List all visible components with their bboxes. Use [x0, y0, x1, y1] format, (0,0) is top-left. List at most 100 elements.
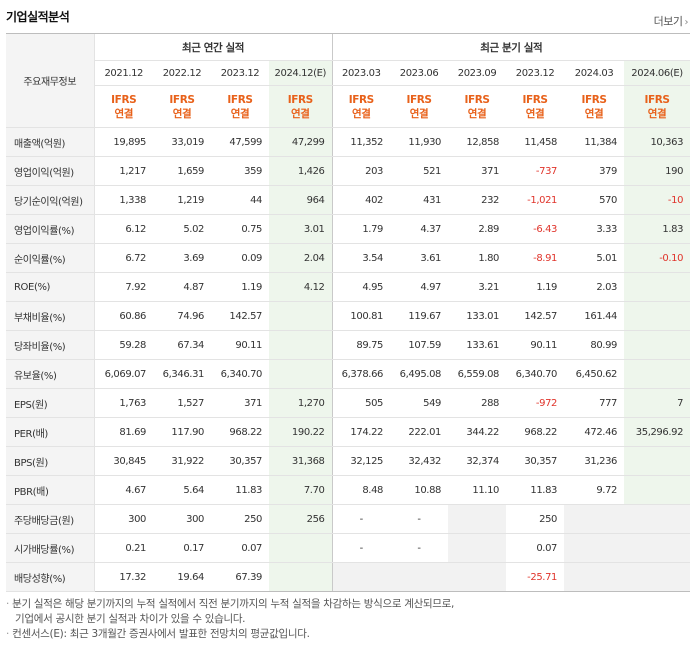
- table-cell: 11,458: [506, 127, 565, 157]
- row-label: 당좌비율(%): [6, 330, 94, 360]
- table-cell: 90.11: [211, 330, 269, 360]
- table-cell: 74.96: [153, 301, 211, 331]
- table-cell: [624, 272, 691, 302]
- table-cell: 7: [624, 388, 691, 418]
- ifrs-label: IFRS: [227, 93, 253, 106]
- table-cell: 31,922: [153, 446, 211, 476]
- table-cell: -: [331, 504, 391, 534]
- footnotes: · 분기 실적은 해당 분기까지의 누적 실적에서 직전 분기까지의 누적 실적…: [6, 597, 454, 642]
- table-cell: 47,299: [269, 127, 333, 157]
- table-cell: 6,495.08: [390, 359, 449, 389]
- table-cell: 1.19: [506, 272, 565, 302]
- period-header: 2023.12: [211, 60, 269, 86]
- table-cell: 8.48: [331, 475, 391, 505]
- period-header: 2024.12(E): [269, 60, 333, 86]
- table-row: 배당성향(%) 17.32 19.64 67.39 -25.71: [6, 562, 691, 592]
- ifrs-badge[interactable]: IFRS 연결: [390, 85, 449, 128]
- table-cell: [269, 330, 333, 360]
- ifrs-badge[interactable]: IFRS 연결: [564, 85, 625, 128]
- table-row: 시가배당률(%) 0.21 0.17 0.07- -0.07: [6, 533, 691, 563]
- table-cell: 35,296.92: [624, 417, 691, 447]
- table-cell: 521: [390, 156, 449, 186]
- table-cell: 0.75: [211, 214, 269, 244]
- table-cell: 9.72: [564, 475, 625, 505]
- ifrs-badge[interactable]: IFRS 연결: [211, 85, 269, 128]
- table-cell: -: [331, 533, 391, 563]
- table-row: 유보율(%) 6,069.07 6,346.31 6,340.70 6,378.66 6,…: [6, 359, 691, 389]
- table-cell: -: [390, 504, 449, 534]
- ifrs-badge[interactable]: IFRS 연결: [506, 85, 565, 128]
- table-row: PER(배) 81.69 117.90 968.22 190.22 174.22 222.0…: [6, 417, 691, 447]
- table-cell: 117.90: [153, 417, 211, 447]
- table-row: PBR(배) 4.67 5.64 11.83 7.70 8.48 10.88 11.10 11.…: [6, 475, 691, 505]
- table-cell: 7.70: [269, 475, 333, 505]
- table-cell: [448, 533, 507, 563]
- table-cell: [564, 533, 625, 563]
- ifrs-badge[interactable]: IFRS 연결: [624, 85, 691, 128]
- ifrs-badge[interactable]: IFRS 연결: [93, 85, 153, 128]
- note-text: 기업에서 공시한 분기 실적과 차이가 있을 수 있습니다.: [15, 613, 246, 625]
- table-cell: 371: [211, 388, 269, 418]
- table-cell: 100.81: [331, 301, 391, 331]
- table-cell: 0.17: [153, 533, 211, 563]
- table-cell: -0.10: [624, 243, 691, 273]
- table-cell: 44: [211, 185, 269, 215]
- more-label: 더보기: [653, 15, 683, 28]
- ifrs-badge[interactable]: IFRS 연결: [448, 85, 507, 128]
- table-cell: 1.19: [211, 272, 269, 302]
- table-cell: [624, 533, 691, 563]
- more-link[interactable]: 더보기 ›: [653, 13, 689, 29]
- table-cell: -972: [506, 388, 565, 418]
- table-cell: 7.92: [93, 272, 153, 302]
- table-cell: 1,527: [153, 388, 211, 418]
- row-label: 당기순이익(억원): [6, 185, 94, 215]
- table-cell: 174.22: [331, 417, 391, 447]
- table-cell: -8.91: [506, 243, 565, 273]
- table-row: 매출액(억원) 19,895 33,019 47,599 47,299 11,352 11,…: [6, 127, 691, 157]
- note-line: · 컨센서스(E): 최근 3개월간 증권사에서 발표한 전망치의 평균값입니다…: [6, 628, 310, 640]
- ifrs-badge[interactable]: IFRS 연결: [153, 85, 211, 128]
- table-cell: 968.22: [506, 417, 565, 447]
- table-cell: [624, 330, 691, 360]
- table-cell: 32,374: [448, 446, 507, 476]
- table-cell: 142.57: [506, 301, 565, 331]
- table-cell: 33,019: [153, 127, 211, 157]
- period-header: 2023.12: [506, 60, 565, 86]
- table-cell: -1,021: [506, 185, 565, 215]
- table-cell: 107.59: [390, 330, 449, 360]
- table-cell: 31,236: [564, 446, 625, 476]
- table-cell: 6,450.62: [564, 359, 625, 389]
- ifrs-badge[interactable]: IFRS 연결: [331, 85, 391, 128]
- table-cell: 3.54: [331, 243, 391, 273]
- row-label: PBR(배): [6, 475, 94, 505]
- table-cell: 10.88: [390, 475, 449, 505]
- ifrs-label: IFRS: [406, 93, 432, 106]
- table-cell: 190.22: [269, 417, 333, 447]
- table-cell: 190: [624, 156, 691, 186]
- consolidated-label: 연결: [409, 107, 429, 120]
- period-header: 2024.03: [564, 60, 625, 86]
- table-cell: 4.67: [93, 475, 153, 505]
- row-label: 매출액(억원): [6, 127, 94, 157]
- table-row: 부채비율(%) 60.86 74.96 142.57 100.81 119.67 133.0…: [6, 301, 691, 331]
- ifrs-label: IFRS: [464, 93, 490, 106]
- table-cell: 133.01: [448, 301, 507, 331]
- table-cell: 0.07: [506, 533, 565, 563]
- table-cell: 1,270: [269, 388, 333, 418]
- consolidated-label: 연결: [647, 107, 667, 120]
- table-cell: 80.99: [564, 330, 625, 360]
- table-row: 당좌비율(%) 59.28 67.34 90.11 89.75 107.59 133.61 9…: [6, 330, 691, 360]
- table-row: EPS(원) 1,763 1,527 371 1,270 505 549 288 -972 777…: [6, 388, 691, 418]
- table-cell: 4.12: [269, 272, 333, 302]
- ifrs-badge[interactable]: IFRS 연결: [269, 85, 333, 128]
- consolidated-label: 연결: [290, 107, 310, 120]
- table-cell: 11,384: [564, 127, 625, 157]
- table-cell: [448, 562, 507, 592]
- table-row: ROE(%) 7.92 4.87 1.19 4.12 4.95 4.97 3.21 1.19 2.…: [6, 272, 691, 302]
- table-cell: 142.57: [211, 301, 269, 331]
- table-cell: 1,219: [153, 185, 211, 215]
- row-label: 유보율(%): [6, 359, 94, 389]
- table-row: BPS(원) 30,845 31,922 30,357 31,368 32,125 32,4…: [6, 446, 691, 476]
- table-cell: 31,368: [269, 446, 333, 476]
